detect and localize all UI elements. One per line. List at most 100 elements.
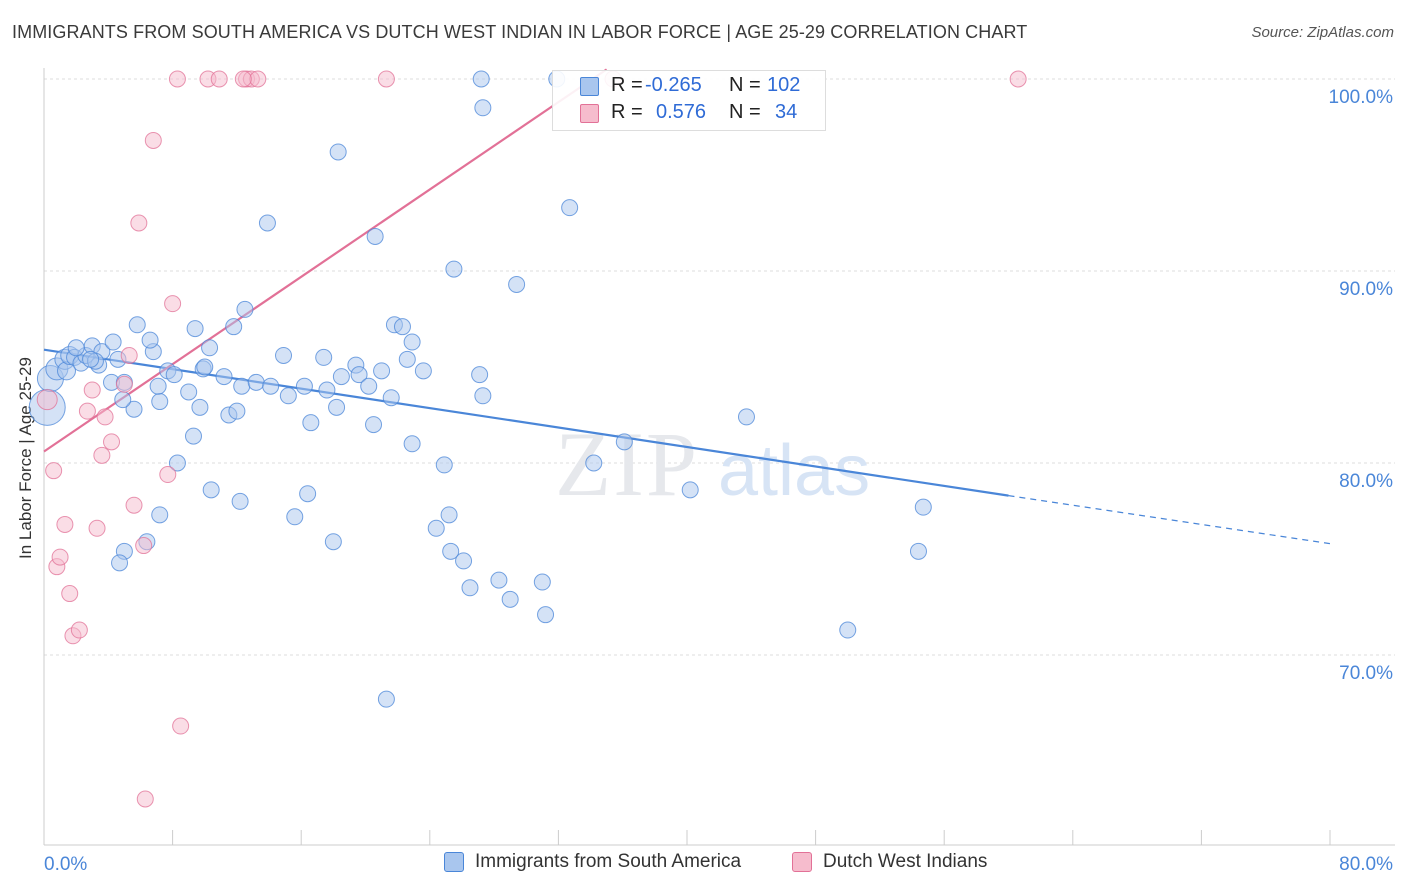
point-south-america	[737, 408, 755, 426]
point-dutch-west-indians	[70, 621, 88, 639]
point-south-america	[414, 362, 432, 380]
point-dutch-west-indians	[83, 381, 101, 399]
point-south-america	[225, 318, 243, 336]
source-label: Source: ZipAtlas.com	[1251, 24, 1394, 41]
point-south-america	[128, 316, 146, 334]
watermark: ZIP atlas	[555, 413, 870, 515]
n-value: 102	[767, 74, 801, 96]
point-dutch-west-indians	[96, 408, 114, 426]
point-south-america	[365, 416, 383, 434]
legend-item-south-america[interactable]: Immigrants from South America	[444, 851, 741, 873]
point-south-america	[82, 350, 100, 368]
point-south-america	[149, 377, 167, 395]
point-south-america	[501, 590, 519, 608]
point-south-america	[403, 333, 421, 351]
point-dutch-west-indians	[377, 70, 395, 88]
point-dutch-west-indians	[249, 70, 267, 88]
point-south-america	[474, 99, 492, 117]
point-south-america	[366, 227, 384, 245]
point-south-america	[398, 350, 416, 368]
point-south-america	[315, 348, 333, 366]
r-label: R =	[611, 74, 643, 96]
point-south-america	[247, 373, 265, 391]
stats-box: R = -0.265 N = 102 R = 0.576 N = 34	[552, 70, 826, 131]
x-tick-label: 80.0%	[1339, 854, 1393, 875]
legend-swatch-blue	[444, 852, 464, 872]
x-tick-label: 0.0%	[44, 854, 87, 875]
point-south-america	[537, 606, 555, 624]
point-dutch-west-indians	[125, 496, 143, 514]
point-south-america	[393, 318, 411, 336]
point-south-america	[377, 690, 395, 708]
point-south-america	[681, 481, 699, 499]
point-dutch-west-indians	[78, 402, 96, 420]
point-south-america	[262, 377, 280, 395]
point-south-america	[236, 300, 254, 318]
point-south-america	[455, 552, 473, 570]
point-south-america	[373, 362, 391, 380]
stats-row-blue: R = -0.265 N = 102	[553, 74, 825, 100]
point-south-america	[286, 508, 304, 526]
point-dutch-west-indians	[135, 537, 153, 555]
point-south-america	[472, 70, 490, 88]
point-dutch-west-indians	[234, 70, 252, 88]
point-south-america	[104, 333, 122, 351]
point-south-america	[191, 398, 209, 416]
point-south-america	[114, 391, 132, 409]
point-dutch-west-indians	[56, 515, 74, 533]
point-south-america	[186, 320, 204, 338]
point-south-america	[258, 214, 276, 232]
trend-line-dutch-west-indians	[43, 68, 608, 453]
point-south-america	[165, 366, 183, 384]
point-south-america	[168, 454, 186, 472]
point-south-america	[275, 346, 293, 364]
point-south-america	[350, 366, 368, 384]
point-south-america	[231, 492, 249, 510]
point-south-america	[233, 377, 251, 395]
legend-label: Immigrants from South America	[475, 851, 742, 872]
point-south-america	[508, 275, 526, 293]
point-dutch-west-indians	[130, 214, 148, 232]
legend-item-dutch-west-indians[interactable]: Dutch West Indians	[792, 851, 987, 873]
legend-label: Dutch West Indians	[823, 851, 988, 872]
legend: Immigrants from South America Dutch West…	[0, 851, 1406, 879]
point-dutch-west-indians	[45, 462, 63, 480]
point-south-america	[585, 454, 603, 472]
r-value: -0.265	[645, 74, 702, 96]
point-south-america	[328, 398, 346, 416]
point-south-america	[125, 400, 143, 418]
point-south-america	[471, 366, 489, 384]
point-south-america	[533, 573, 551, 591]
point-south-america	[67, 339, 85, 357]
point-dutch-west-indians	[1009, 70, 1027, 88]
point-dutch-west-indians	[144, 131, 162, 149]
r-value: 0.576	[656, 101, 707, 123]
point-south-america	[111, 554, 129, 572]
point-south-america	[151, 393, 169, 411]
tick-labels: 70.0% 80.0% 90.0% 100.0% 0.0% 80.0%	[44, 87, 1393, 875]
point-south-america	[228, 402, 246, 420]
point-south-america	[318, 381, 336, 399]
point-south-america	[201, 339, 219, 357]
point-dutch-west-indians	[168, 70, 186, 88]
point-south-america	[184, 427, 202, 445]
point-south-america	[302, 414, 320, 432]
point-south-america	[435, 456, 453, 474]
point-south-america	[299, 485, 317, 503]
point-dutch-west-indians	[103, 433, 121, 451]
point-south-america	[329, 143, 347, 161]
y-tick-label: 100.0%	[1329, 87, 1394, 108]
data-points	[28, 70, 1027, 808]
chart-title: IMMIGRANTS FROM SOUTH AMERICA VS DUTCH W…	[12, 22, 1028, 42]
point-south-america	[461, 579, 479, 597]
point-dutch-west-indians	[115, 375, 133, 393]
point-south-america	[332, 368, 350, 386]
point-dutch-west-indians	[93, 446, 111, 464]
n-label: N =	[729, 101, 761, 123]
point-south-america	[360, 377, 378, 395]
point-dutch-west-indians	[51, 548, 69, 566]
gridlines	[44, 78, 1395, 656]
stats-swatch-blue	[580, 77, 599, 96]
stats-swatch-pink	[580, 104, 599, 123]
